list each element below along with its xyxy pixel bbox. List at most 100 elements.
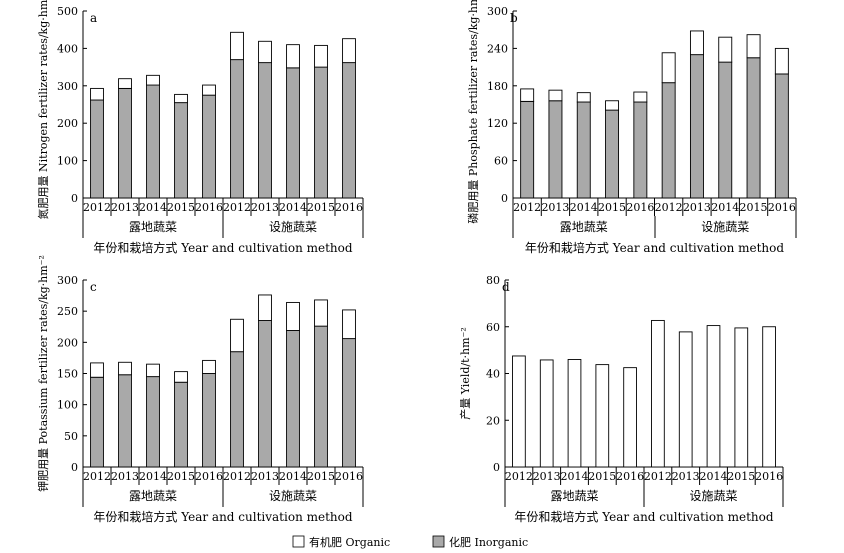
x-tick-label: 2012 [223,201,251,214]
bar-organic [146,74,160,86]
x-tick-label: 2016 [195,470,223,483]
y-tick-label: 100 [57,155,78,168]
y-tick-label: 120 [487,117,508,130]
bar-organic [258,40,272,64]
bar-inorganic [314,325,328,468]
x-tick-label: 2016 [616,470,644,483]
bar-inorganic [286,330,300,468]
bar-organic [118,361,132,376]
x-axis-label: 年份和栽培方式 Year and cultivation method [525,240,784,255]
x-tick-label: 2012 [83,470,111,483]
bar-organic [520,88,535,102]
y-tick-label: 20 [486,414,500,427]
y-tick-label: 80 [486,274,500,287]
y-tick-label: 200 [57,117,78,130]
legend: 有机肥 Organic 化肥 Inorganic [292,535,528,549]
bar-inorganic [774,73,789,199]
y-tick-label: 240 [487,42,508,55]
x-tick-label: 2015 [307,470,335,483]
legend-label-inorganic: 化肥 Inorganic [449,535,528,549]
panel-letter: d [502,280,510,294]
bar-inorganic [230,59,244,199]
x-tick-label: 2016 [195,201,223,214]
bar-organic [286,44,300,69]
bar-inorganic [314,66,328,199]
x-tick-label: 2012 [513,201,541,214]
bar-inorganic [689,54,704,199]
x-tick-label: 2016 [335,201,363,214]
y-tick-label: 250 [57,305,78,318]
bar-yield [595,364,610,468]
x-tick-label: 2015 [307,201,335,214]
bar-inorganic [342,62,356,199]
bar-inorganic [548,100,563,199]
panel-letter: c [90,280,97,294]
bar-inorganic [258,62,272,199]
bar-organic [118,78,132,89]
group-label: 露地蔬菜 [129,220,177,234]
group-label: 设施蔬菜 [269,489,317,503]
x-tick-label: 2015 [167,201,195,214]
x-tick-label: 2014 [139,201,167,214]
bar-inorganic [746,57,761,199]
bar-inorganic [633,101,648,199]
bar-organic [90,87,104,101]
y-tick-label: 60 [494,155,508,168]
legend-swatch-inorganic [432,535,445,548]
x-tick-label: 2014 [279,201,307,214]
x-tick-label: 2016 [626,201,654,214]
x-tick-label: 2015 [598,201,626,214]
x-tick-label: 2015 [167,470,195,483]
bar-organic [746,34,761,59]
x-tick-label: 2013 [672,470,700,483]
y-tick-label: 200 [57,336,78,349]
bar-yield [706,325,721,468]
bar-organic [146,363,160,378]
y-axis-label: 磷肥用量 Phosphate fertilizer rates/kg·hm⁻² [467,0,480,224]
y-tick-label: 180 [487,80,508,93]
x-tick-label: 2012 [644,470,672,483]
y-tick-label: 400 [57,42,78,55]
bar-inorganic [661,82,676,199]
bar-inorganic [174,102,188,199]
bar-organic [202,359,216,374]
y-tick-label: 300 [487,5,508,18]
bar-organic [286,301,300,331]
bar-organic [718,36,733,63]
y-tick-label: 150 [57,368,78,381]
x-tick-label: 2015 [588,470,616,483]
y-tick-label: 60 [486,321,500,334]
y-axis-label: 产量 Yield/t·hm⁻² [458,327,472,420]
bar-inorganic [202,373,216,468]
y-tick-label: 40 [486,368,500,381]
bar-inorganic [230,351,244,468]
x-tick-label: 2013 [251,201,279,214]
y-tick-label: 0 [71,461,78,474]
group-label: 设施蔬菜 [269,220,317,234]
y-tick-label: 0 [71,192,78,205]
bar-inorganic [90,376,104,468]
y-tick-label: 0 [493,461,500,474]
bar-inorganic [146,84,160,199]
x-tick-label: 2014 [561,470,589,483]
bar-inorganic [146,376,160,468]
y-tick-label: 300 [57,80,78,93]
bar-yield [539,359,554,468]
x-tick-label: 2013 [251,470,279,483]
x-tick-label: 2014 [570,201,598,214]
bar-inorganic [520,100,535,199]
x-tick-label: 2012 [223,470,251,483]
legend-label-organic: 有机肥 Organic [309,535,390,549]
bar-organic [202,84,216,96]
bar-yield [678,331,693,468]
bar-inorganic [718,61,733,199]
bar-organic [633,91,648,103]
x-axis-label: 年份和栽培方式 Year and cultivation method [514,509,773,524]
bar-organic [314,299,328,327]
y-tick-label: 50 [64,430,78,443]
group-label: 露地蔬菜 [550,489,598,503]
panel-letter: a [90,11,97,25]
bar-organic [230,31,244,61]
